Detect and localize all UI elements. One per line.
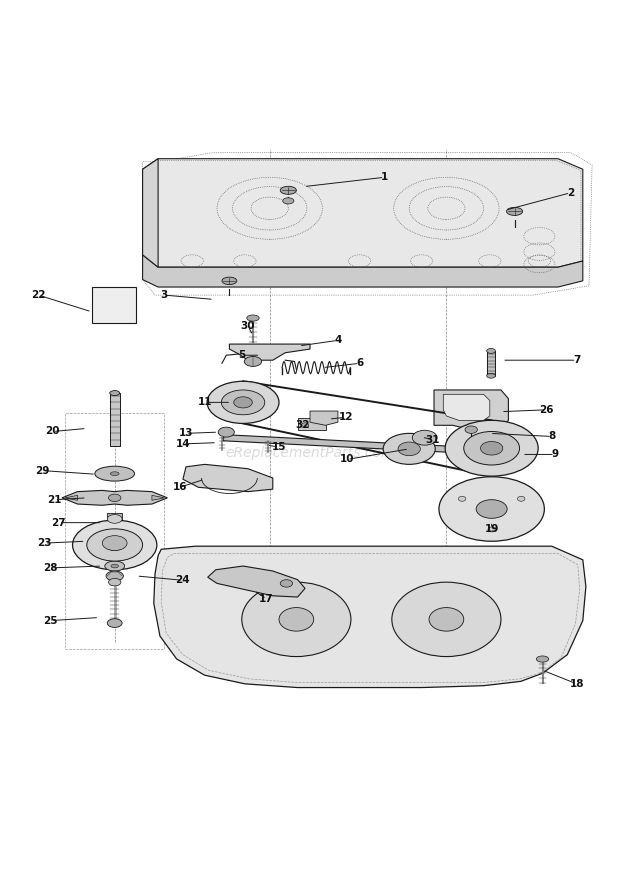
Bar: [65, 413, 164, 648]
Text: 7: 7: [573, 355, 580, 366]
Ellipse shape: [412, 430, 437, 445]
Polygon shape: [443, 394, 490, 420]
Text: 17: 17: [259, 594, 274, 604]
Text: 23: 23: [37, 538, 52, 548]
Ellipse shape: [108, 578, 121, 586]
Bar: [487, 351, 495, 375]
Text: 32: 32: [295, 420, 310, 430]
Text: 16: 16: [172, 482, 187, 493]
Polygon shape: [143, 255, 583, 287]
Ellipse shape: [283, 198, 294, 204]
Text: 24: 24: [175, 576, 190, 586]
Text: 4: 4: [334, 335, 342, 345]
Ellipse shape: [398, 442, 420, 456]
Polygon shape: [65, 495, 78, 501]
Text: 22: 22: [31, 290, 46, 300]
Ellipse shape: [476, 500, 507, 519]
Ellipse shape: [95, 466, 135, 481]
Ellipse shape: [429, 608, 464, 631]
Ellipse shape: [487, 349, 495, 353]
Ellipse shape: [279, 608, 314, 631]
Ellipse shape: [110, 472, 119, 476]
Polygon shape: [183, 464, 273, 492]
Text: 26: 26: [539, 405, 554, 415]
Ellipse shape: [105, 561, 125, 571]
Ellipse shape: [439, 477, 544, 541]
Ellipse shape: [480, 442, 503, 455]
Text: 27: 27: [51, 518, 66, 527]
Ellipse shape: [536, 656, 549, 662]
Ellipse shape: [107, 515, 122, 523]
Text: 6: 6: [356, 358, 363, 368]
Ellipse shape: [488, 527, 495, 532]
Ellipse shape: [73, 520, 157, 569]
Ellipse shape: [102, 536, 127, 551]
Text: 15: 15: [272, 442, 286, 452]
Ellipse shape: [464, 432, 520, 465]
Polygon shape: [434, 390, 508, 430]
Ellipse shape: [105, 539, 124, 551]
Text: 11: 11: [197, 397, 212, 408]
Polygon shape: [310, 411, 338, 426]
Ellipse shape: [518, 496, 525, 502]
Ellipse shape: [458, 496, 466, 502]
Ellipse shape: [107, 619, 122, 628]
Text: eReplacementParts.com: eReplacementParts.com: [225, 446, 395, 460]
Ellipse shape: [242, 582, 351, 656]
Ellipse shape: [221, 390, 265, 415]
Ellipse shape: [207, 381, 279, 424]
Ellipse shape: [301, 423, 309, 428]
Text: 1: 1: [381, 173, 388, 182]
Polygon shape: [154, 546, 586, 687]
Ellipse shape: [222, 277, 237, 284]
Polygon shape: [152, 495, 164, 501]
Bar: [92, 287, 136, 323]
Text: 28: 28: [43, 563, 58, 573]
Bar: [298, 418, 326, 430]
Ellipse shape: [218, 427, 234, 437]
Ellipse shape: [487, 373, 495, 378]
Ellipse shape: [244, 357, 262, 367]
Ellipse shape: [108, 494, 121, 502]
Text: 29: 29: [35, 466, 50, 476]
Ellipse shape: [392, 582, 501, 656]
Text: 31: 31: [425, 434, 440, 444]
Polygon shape: [223, 434, 492, 454]
Ellipse shape: [111, 564, 118, 568]
Polygon shape: [62, 491, 167, 505]
Text: 8: 8: [548, 432, 556, 442]
Text: 21: 21: [47, 494, 62, 505]
Polygon shape: [143, 159, 158, 267]
Ellipse shape: [87, 529, 143, 561]
Text: 19: 19: [484, 524, 499, 534]
Text: 14: 14: [175, 439, 190, 449]
Polygon shape: [143, 159, 583, 267]
Ellipse shape: [465, 426, 477, 434]
Text: 20: 20: [45, 426, 60, 436]
Ellipse shape: [247, 315, 259, 321]
Polygon shape: [229, 344, 310, 360]
Ellipse shape: [445, 420, 538, 477]
Polygon shape: [208, 566, 305, 597]
Ellipse shape: [106, 571, 123, 581]
Text: 5: 5: [238, 350, 246, 360]
Bar: [110, 393, 120, 446]
Text: 25: 25: [43, 616, 58, 626]
Bar: [107, 513, 122, 525]
Text: 12: 12: [339, 412, 353, 422]
Ellipse shape: [280, 579, 293, 587]
Text: 2: 2: [567, 188, 574, 198]
Text: 10: 10: [340, 454, 355, 464]
Ellipse shape: [234, 397, 252, 408]
Text: 9: 9: [551, 450, 559, 460]
Ellipse shape: [280, 186, 296, 194]
Text: 18: 18: [569, 679, 584, 689]
Ellipse shape: [507, 207, 523, 215]
Text: 13: 13: [179, 428, 193, 438]
Text: 30: 30: [241, 321, 255, 331]
Ellipse shape: [110, 391, 120, 395]
Text: 3: 3: [161, 290, 168, 300]
Ellipse shape: [383, 434, 435, 464]
